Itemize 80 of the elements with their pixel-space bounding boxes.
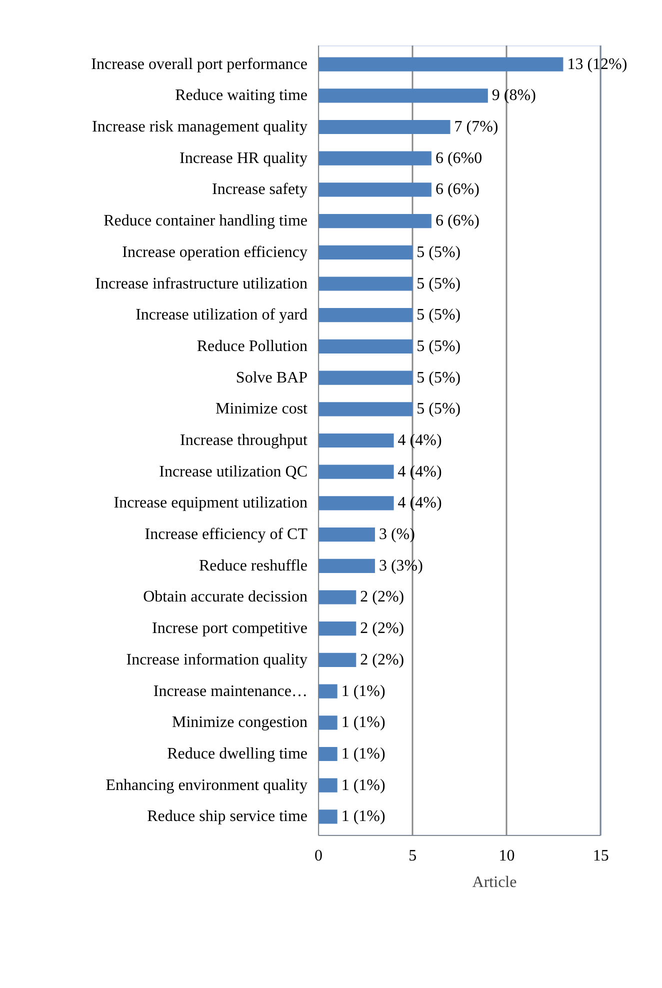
bar	[318, 276, 413, 291]
data-label: 5 (5%)	[416, 306, 461, 324]
bar	[318, 370, 413, 385]
bar	[318, 120, 450, 134]
y-tick-label: Minimize cost	[216, 400, 308, 418]
y-tick-label: Increase risk management quality	[92, 118, 308, 136]
x-tick-label: 10	[498, 848, 515, 864]
data-label: 6 (6%0	[435, 150, 482, 167]
data-label: 1 (1%)	[341, 776, 386, 794]
x-tick-label: 0	[314, 848, 322, 864]
y-tick-label: Increase operation efficiency	[122, 244, 308, 261]
data-label: 2 (2%)	[360, 651, 404, 668]
y-tick-label: Increase HR quality	[180, 150, 308, 167]
data-label: 3 (%)	[378, 526, 415, 544]
bar	[318, 810, 338, 824]
y-tick-label: Increse port competitive	[152, 620, 308, 638]
data-label: 1 (1%)	[341, 714, 386, 732]
bar	[318, 558, 375, 573]
data-label: 2 (2%)	[360, 588, 404, 606]
y-tick-label: Solve BAP	[236, 369, 308, 386]
data-label: 5 (5%)	[416, 244, 461, 261]
y-tick-label: Increase maintenance…	[153, 682, 308, 700]
y-tick-label: Obtain accurate decission	[143, 588, 308, 606]
bar	[318, 527, 375, 542]
y-tick-label: Minimize congestion	[172, 714, 308, 732]
data-label: 1 (1%)	[341, 745, 386, 762]
y-tick-label: Reduce waiting time	[175, 87, 308, 104]
y-tick-label: Increase information quality	[126, 651, 308, 668]
bar	[318, 496, 394, 510]
text: Article	[472, 874, 517, 892]
y-tick-label: Increase infrastructure utilization	[95, 275, 308, 292]
data-label: 4 (4%)	[398, 494, 442, 512]
bar	[318, 402, 413, 416]
y-tick-label: Reduce container handling time	[104, 212, 308, 230]
y-tick-label: Reduce Pollution	[196, 338, 308, 355]
data-label: 9 (8%)	[492, 87, 536, 104]
data-label: 7 (7%)	[454, 118, 498, 136]
data-label: 1 (1%)	[341, 808, 386, 826]
bar	[318, 590, 356, 604]
bar	[318, 778, 338, 792]
bar	[318, 339, 413, 354]
data-label: 2 (2%)	[360, 620, 404, 638]
data-label: 13 (12%)	[567, 56, 628, 73]
data-label: 4 (4%)	[398, 432, 442, 449]
x-tick-label: 15	[592, 848, 609, 864]
bar	[318, 88, 488, 103]
bar	[318, 433, 394, 448]
data-label: 5 (5%)	[416, 275, 461, 292]
x-tick-label: 5	[408, 848, 417, 864]
y-tick-label: Reduce dwelling time	[167, 745, 308, 762]
bar	[318, 464, 394, 479]
bar	[318, 214, 432, 228]
bar	[318, 684, 338, 698]
bar	[318, 57, 564, 72]
y-tick-label: Increase safety	[212, 181, 308, 198]
bar	[318, 622, 356, 636]
data-label: 4 (4%)	[398, 463, 442, 480]
bar	[318, 245, 413, 260]
data-label: 5 (5%)	[416, 338, 461, 355]
data-label: 5 (5%)	[416, 400, 461, 418]
y-tick-label: Reduce ship service time	[147, 808, 308, 826]
y-tick-label: Increase equipment utilization	[114, 494, 308, 512]
data-label: 1 (1%)	[341, 682, 386, 700]
y-tick-label: Reduce reshuffle	[198, 557, 308, 574]
data-label: 6 (6%)	[435, 212, 480, 230]
data-label: 3 (3%)	[378, 557, 423, 574]
bar	[318, 182, 432, 197]
bar	[318, 652, 356, 667]
bar	[318, 746, 338, 762]
y-tick-label: Increase utilization of yard	[136, 306, 308, 324]
bar	[318, 308, 413, 322]
y-tick-label: Increase throughput	[180, 432, 308, 449]
y-tick-label: Increase utilization QC	[159, 463, 308, 480]
data-label: 5 (5%)	[416, 369, 461, 386]
y-tick-label: Increase overall port performance	[91, 56, 308, 73]
bar	[318, 716, 338, 730]
y-tick-label: Increase efficiency of CT	[144, 526, 308, 544]
bar	[318, 151, 432, 166]
data-label: 6 (6%)	[435, 181, 480, 198]
y-tick-label: Enhancing environment quality	[106, 776, 308, 794]
